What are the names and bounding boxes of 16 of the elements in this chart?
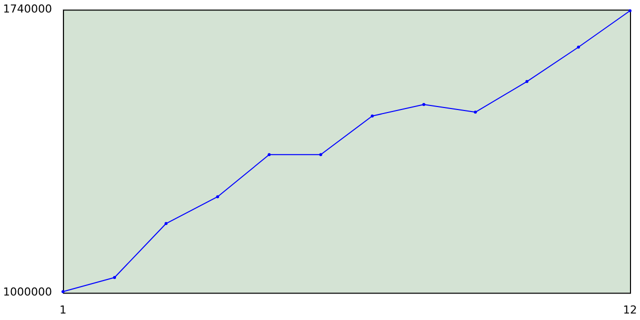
point bbox=[422, 103, 426, 106]
point bbox=[370, 114, 374, 118]
point bbox=[61, 290, 64, 294]
y-tick-label: 1000000 bbox=[2, 286, 52, 299]
point bbox=[268, 153, 271, 156]
point bbox=[474, 110, 477, 114]
point bbox=[113, 276, 116, 279]
point bbox=[628, 9, 632, 12]
x-tick-label: 12 bbox=[623, 303, 637, 316]
point bbox=[164, 222, 168, 226]
x-tick-label: 1 bbox=[59, 303, 66, 316]
point bbox=[576, 46, 580, 49]
y-tick-label: 1740000 bbox=[2, 2, 52, 16]
point bbox=[216, 195, 220, 198]
point bbox=[525, 80, 528, 84]
point bbox=[319, 153, 322, 156]
